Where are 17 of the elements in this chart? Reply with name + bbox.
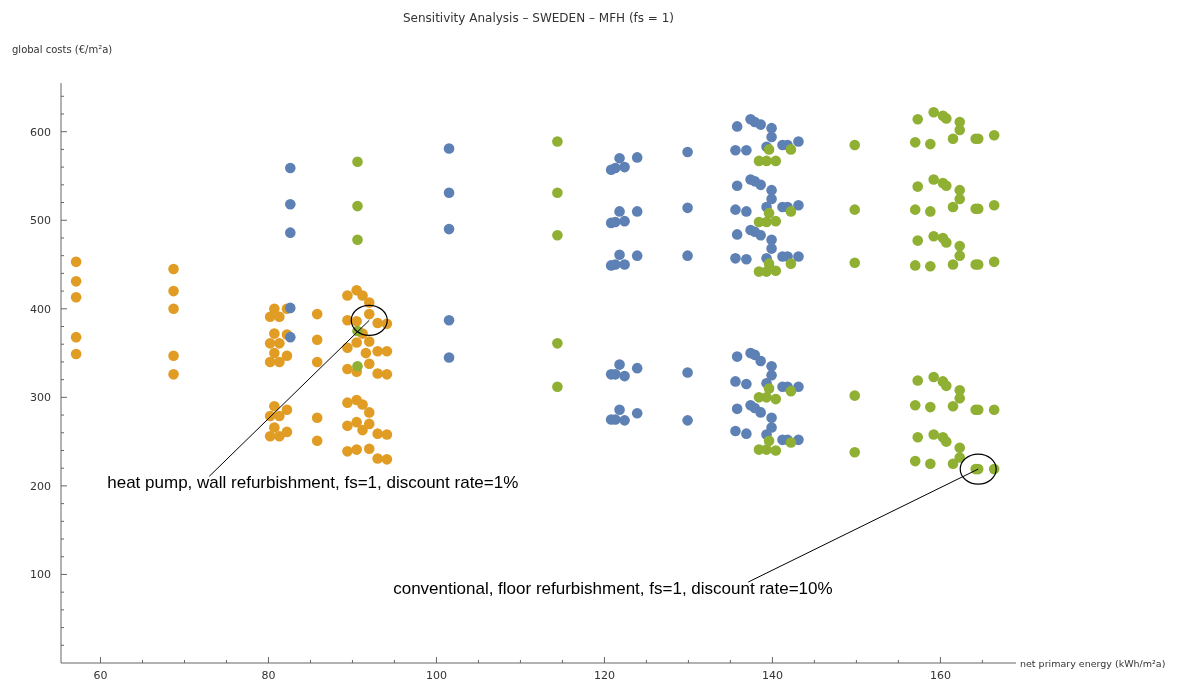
y-tick-label: 600 xyxy=(30,125,51,139)
x-tick-label: 160 xyxy=(929,669,951,682)
chart-title: Sensitivity Analysis – SWEDEN – MFH (fs = 1) xyxy=(402,11,675,25)
y-tick-label: 500 xyxy=(30,214,51,228)
annotation: heat pump, wall refurbishment, fs=1, discount rate=1% xyxy=(107,473,519,493)
x-tick-label: 120 xyxy=(593,669,615,682)
y-tick-label: 400 xyxy=(30,302,51,316)
y-tick-label: 300 xyxy=(30,391,51,405)
y-tick-label: 200 xyxy=(30,479,51,493)
x-axis-title: net primary energy (kWh/m²a) xyxy=(1020,658,1166,669)
y-tick-label: 100 xyxy=(30,568,51,582)
annotation: conventional, floor refurbishment, fs=1, discount rate=10% xyxy=(393,579,833,599)
x-tick-label: 60 xyxy=(93,669,108,682)
y-axis-title: global costs (€/m²a) xyxy=(12,44,113,55)
x-tick-label: 140 xyxy=(761,669,783,682)
x-tick-label: 80 xyxy=(261,669,276,682)
x-tick-label: 100 xyxy=(425,669,447,682)
